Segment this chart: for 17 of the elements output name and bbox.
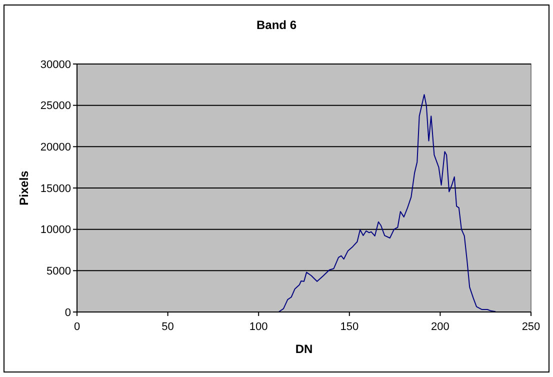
y-tick-label: 10000 <box>40 224 71 236</box>
y-tick-label: 5000 <box>46 266 71 278</box>
x-tick-label: 50 <box>162 321 174 333</box>
x-tick-label: 0 <box>74 321 80 333</box>
x-tick-label: 150 <box>340 321 359 333</box>
x-tick-label: 100 <box>249 321 268 333</box>
y-axis-title: Pixels <box>17 170 31 206</box>
y-tick-label: 15000 <box>40 182 71 195</box>
line-series <box>278 94 496 312</box>
y-tick-label: 30000 <box>40 58 71 71</box>
chart-title: Band 6 <box>256 18 297 32</box>
x-tick-label: 200 <box>431 321 450 333</box>
y-tick-label: 25000 <box>40 100 71 112</box>
x-tick-label: 250 <box>522 321 540 333</box>
y-tick-label: 20000 <box>40 142 71 154</box>
y-tick-label: 0 <box>64 306 71 319</box>
x-axis-title: DN <box>295 342 313 356</box>
